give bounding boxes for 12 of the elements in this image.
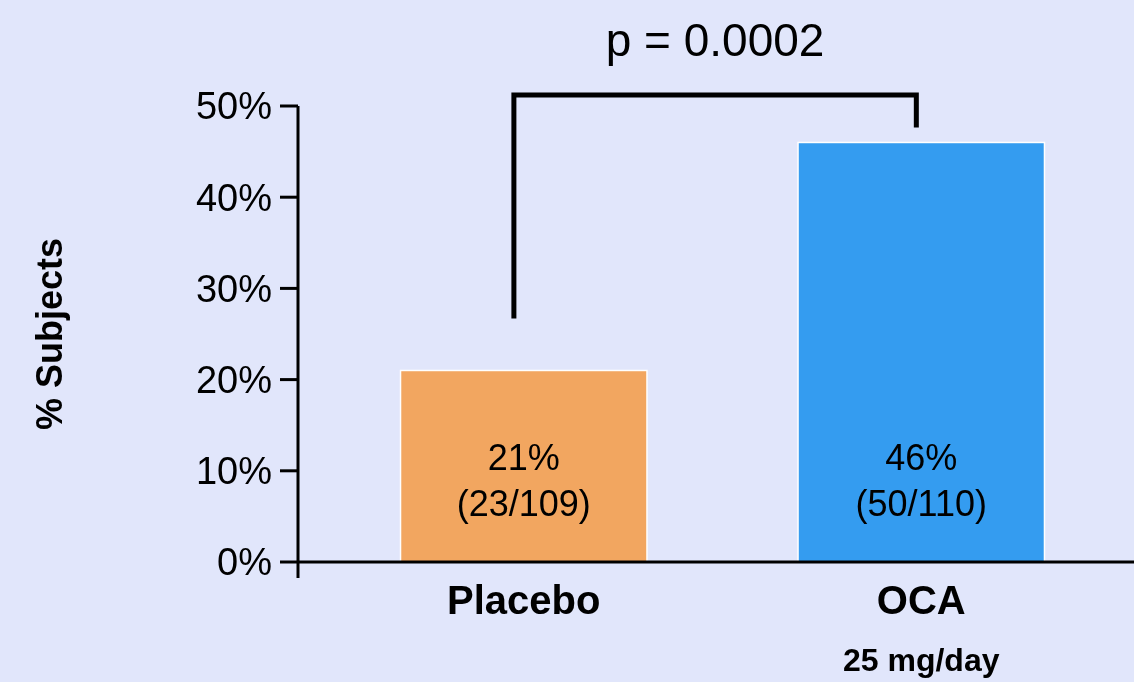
y-axis-title: % Subjects	[29, 237, 70, 431]
y-tick-label: 20%	[195, 358, 272, 401]
y-tick-label: 10%	[195, 450, 272, 493]
text: p = 0.0002	[605, 14, 825, 66]
y-tick-label: 30%	[195, 267, 272, 310]
y-tick-label: 40%	[195, 176, 272, 219]
x-tick-label: Placebo	[447, 578, 601, 622]
data-label: 21% (23/109)	[456, 437, 591, 524]
x-tick-label: OCA 25 mg/day	[842, 578, 1000, 678]
data-label: 46% (50/110)	[855, 437, 987, 524]
y-tick-label: 50%	[195, 85, 272, 128]
y-tick-label: 0%	[217, 541, 272, 584]
